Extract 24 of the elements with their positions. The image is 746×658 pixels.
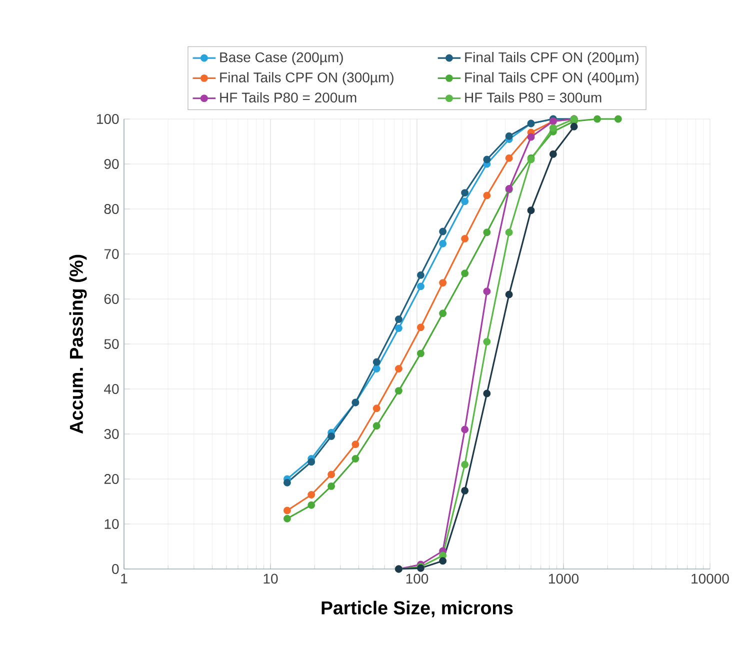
y-tick-label: 0	[112, 564, 119, 574]
x-tick-label: 1000	[549, 574, 579, 584]
legend-label: Base Case (200µm)	[220, 52, 343, 66]
x-tick-label: 10	[264, 574, 278, 584]
y-tick-label: 30	[104, 429, 119, 439]
x-tick-label: 10000	[692, 574, 729, 584]
legend-label: Final Tails CPF ON (400µm)	[465, 72, 638, 86]
y-tick-label: 10	[104, 519, 119, 529]
legend-label: Final Tails CPF ON (200µm)	[465, 52, 638, 66]
y-tick-label: 100	[97, 114, 119, 124]
y-tick-label: 20	[104, 474, 119, 484]
y-tick-label: 60	[104, 294, 119, 304]
y-tick-label: 80	[104, 204, 119, 214]
y-tick-label: 70	[104, 249, 119, 259]
y-tick-label: 40	[104, 384, 119, 394]
legend-label: HF Tails P80 = 200um	[220, 92, 356, 103]
legend-label: Final Tails CPF ON (300µm)	[220, 72, 394, 86]
y-axis-title: Accum. Passing (%)	[69, 254, 87, 434]
y-tick-label: 90	[104, 159, 119, 169]
x-tick-label: 1	[121, 574, 128, 584]
x-tick-label: 100	[406, 574, 428, 584]
y-tick-label: 50	[104, 339, 119, 349]
x-axis-title: Particle Size, microns	[322, 600, 513, 618]
legend-label: HF Tails P80 = 300um	[465, 92, 602, 103]
